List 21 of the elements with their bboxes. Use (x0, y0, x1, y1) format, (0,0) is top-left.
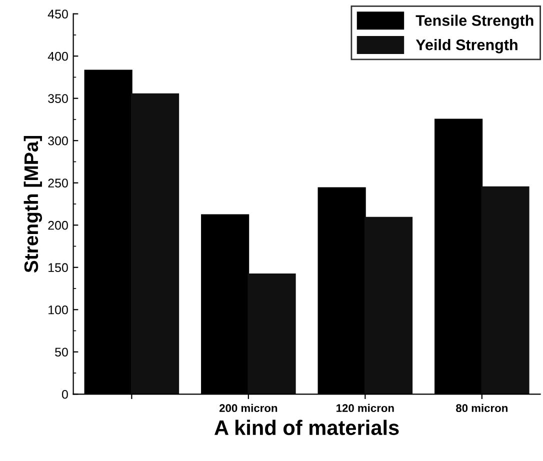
y-tick-label: 400 (48, 52, 68, 61)
legend-label: Yeild Strength (416, 39, 518, 54)
x-axis-title: A kind of materials (214, 420, 399, 436)
legend-label: Tensile Strength (416, 14, 534, 30)
y-tick-label: 300 (48, 136, 68, 146)
y-tick-label: 50 (55, 348, 68, 357)
y-tick-label: 100 (48, 305, 68, 314)
x-tick-label: 80 micron (456, 404, 508, 412)
y-tick-label: 450 (48, 10, 68, 18)
y-axis-title: Strength [MPa] (24, 136, 42, 273)
y-tick-label: 0 (62, 390, 68, 399)
y-tick-label: 350 (48, 94, 68, 103)
bar (364, 216, 413, 394)
bar (248, 273, 296, 394)
x-tick-label: 120 micron (336, 404, 394, 412)
y-tick-label: 250 (48, 178, 68, 188)
x-tick-label: 200 micron (219, 404, 278, 412)
y-tick-label: 150 (48, 263, 68, 272)
bar (481, 186, 530, 394)
bar (130, 93, 180, 394)
y-tick-label: 200 (48, 220, 68, 230)
